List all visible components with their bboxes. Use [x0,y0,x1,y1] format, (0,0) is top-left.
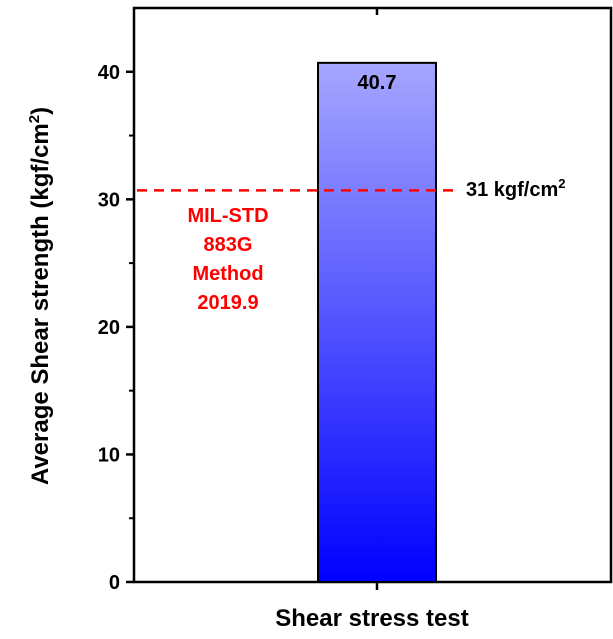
y-tick-label: 20 [98,317,120,339]
standard-annotation: MIL-STD 883G Method 2019.9 [187,205,268,314]
reference-line-label: 31 kgf/cm2 [466,176,566,201]
bar-data-label: 40.7 [358,72,397,94]
y-tick-label: 10 [98,444,120,466]
y-tick-label: 40 [98,62,120,84]
annotation-line: MIL-STD [187,205,268,227]
bar-series: 40.7 [317,61,437,584]
annotation-line: Method [192,263,263,285]
y-tick-label: 30 [98,189,120,211]
y-axis-label: Average Shear strength (kgf/cm2) [26,107,54,485]
annotation-line: 883G [204,234,253,256]
y-tick-label: 0 [109,572,120,594]
annotation-line: 2019.9 [197,292,258,314]
y-axis: 0 10 20 30 40 [98,62,134,594]
bar [317,61,437,584]
x-axis-label: Shear stress test [275,605,468,632]
